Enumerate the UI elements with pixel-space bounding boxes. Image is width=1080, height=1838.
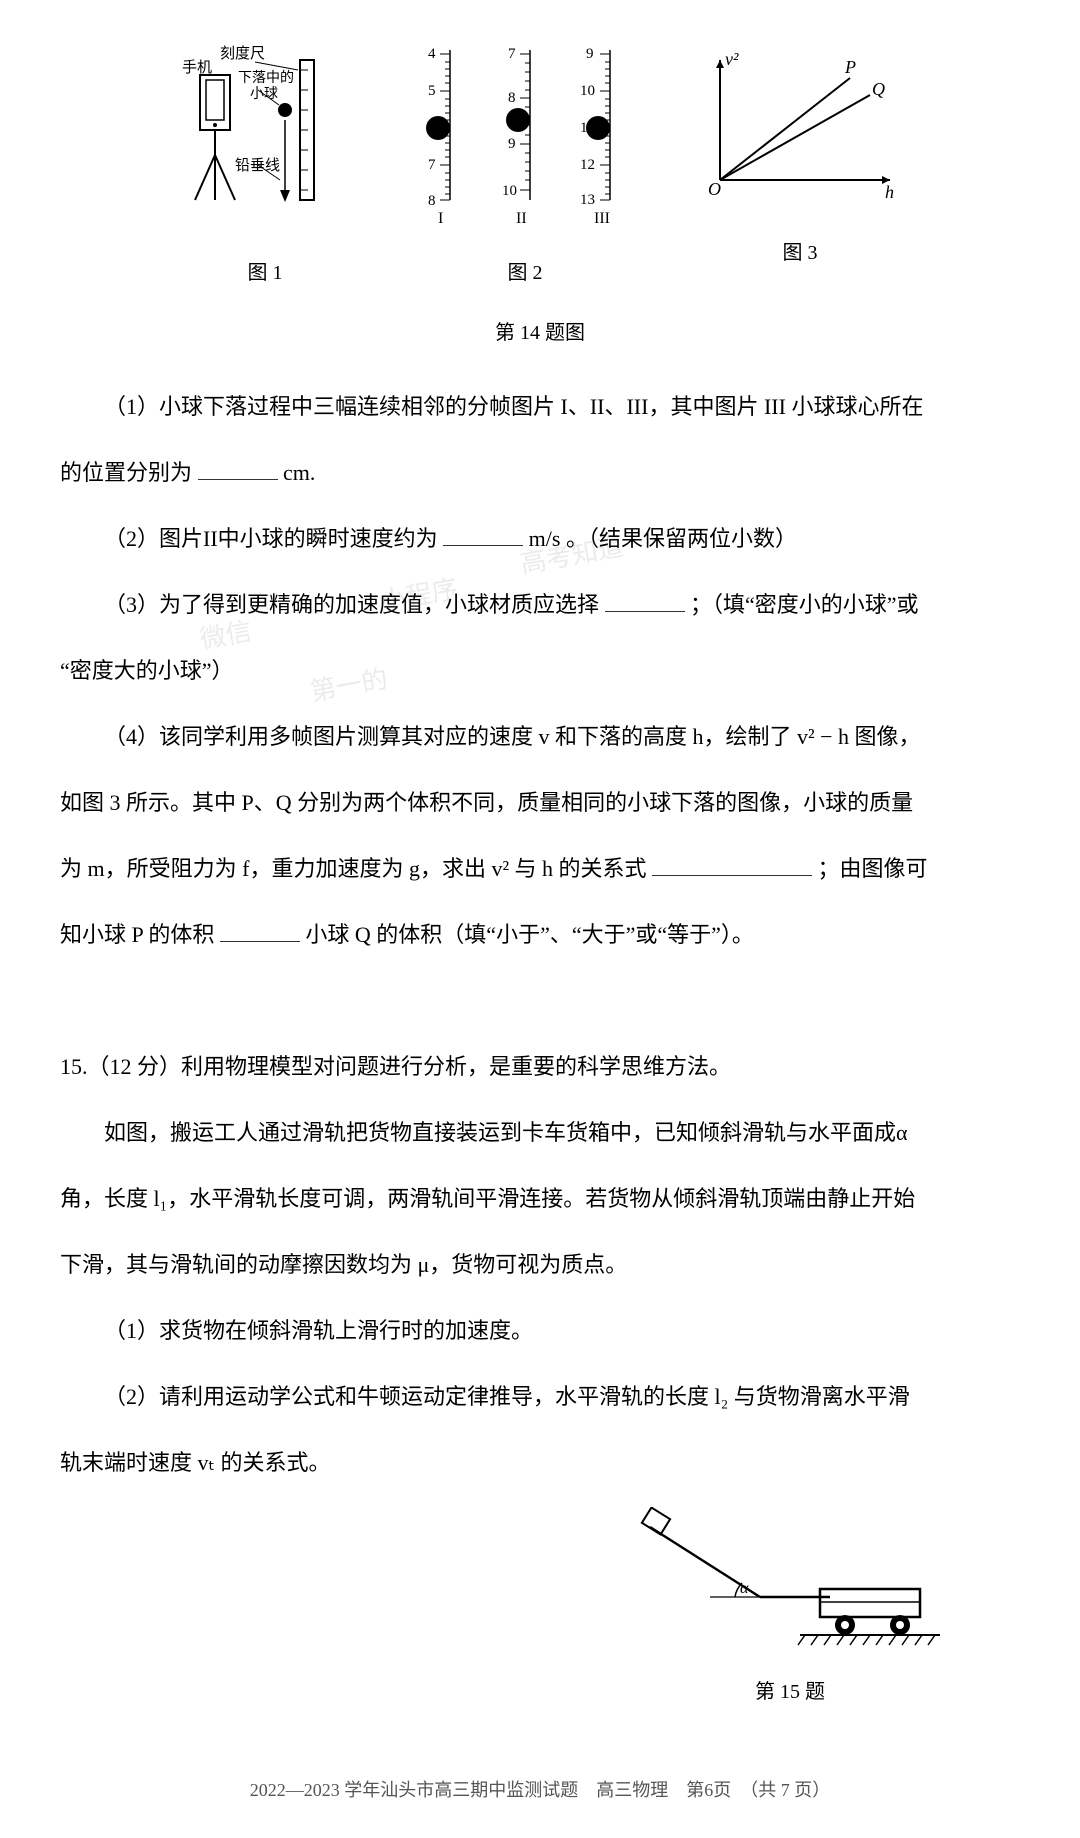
figure-3: P Q v² h O 图 3 (700, 40, 900, 293)
q14-3-line: （3）为了得到更精确的加速度值，小球材质应选择 ；（填“密度小的小球”或 (60, 583, 1020, 627)
q15-p3: 下滑，其与滑轨间的动摩擦因数均为 μ，货物可视为质点。 (60, 1243, 1020, 1287)
q14-4a: （4）该同学利用多帧图片测算其对应的速度 v 和下落的高度 h，绘制了 v² −… (60, 715, 1020, 759)
q14-3a: （3）为了得到更精确的加速度值，小球材质应选择 (104, 592, 599, 617)
blank-5 (220, 917, 300, 942)
q14-3c: “密度大的小球”） (60, 649, 1020, 693)
svg-text:α: α (740, 1580, 749, 1597)
svg-text:O: O (708, 179, 721, 199)
q14-4e: 知小球 P 的体积 (60, 922, 214, 947)
svg-text:h: h (885, 182, 894, 202)
q14-2a: （2）图片II中小球的瞬时速度约为 (104, 526, 438, 551)
q14-3b: ；（填“密度小的小球”或 (690, 592, 919, 617)
page-footer: 2022—2023 学年汕头市高三期中监测试题 高三物理 第6页 （共 7 页） (60, 1772, 1020, 1808)
figure-group-14: 刻度尺 手机 下落中的 小球 铅垂线 图 1 4 5 6 7 8 (60, 40, 1020, 293)
svg-text:9: 9 (508, 136, 516, 152)
q15-sub2a: （2）请利用运动学公式和牛顿运动定律推导，水平滑轨的长度 l₂ 与货物滑离水平滑 (60, 1375, 1020, 1419)
svg-text:下落中的: 下落中的 (238, 70, 294, 86)
q14-4c: 为 m，所受阻力为 f，重力加速度为 g，求出 v² 与 h 的关系式 (60, 856, 647, 881)
figure-q15-caption: 第 15 题 (630, 1672, 950, 1712)
figure-3-caption: 图 3 (700, 233, 900, 273)
svg-text:小球: 小球 (250, 86, 278, 102)
svg-text:10: 10 (580, 83, 595, 99)
svg-text:铅垂线: 铅垂线 (235, 157, 280, 174)
svg-text:7: 7 (428, 157, 436, 173)
q14-2b: m/s 。（结果保留两位小数） (529, 526, 797, 551)
figure-2: 4 5 6 7 8 I 7 8 9 (410, 40, 640, 293)
q15-sub2b: 轨末端时速度 vₜ 的关系式。 (60, 1441, 1020, 1485)
svg-text:II: II (516, 210, 527, 227)
svg-text:v²: v² (725, 49, 739, 69)
svg-text:I: I (438, 210, 443, 227)
svg-text:4: 4 (428, 46, 436, 62)
blank-2 (443, 521, 523, 546)
svg-text:9: 9 (586, 46, 594, 62)
figure-1: 刻度尺 手机 下落中的 小球 铅垂线 图 1 (180, 40, 350, 293)
figure-2-caption: 图 2 (410, 253, 640, 293)
q14-4cd-line: 为 m，所受阻力为 f，重力加速度为 g，求出 v² 与 h 的关系式 ；由图像… (60, 847, 1020, 891)
blank-4 (652, 851, 812, 876)
q14-4f: 小球 Q 的体积（填“小于”、“大于”或“等于”）。 (305, 922, 753, 947)
q15-head: 15.（12 分）利用物理模型对问题进行分析，是重要的科学思维方法。 (60, 1045, 1020, 1089)
q14-4d: ；由图像可 (818, 856, 928, 881)
svg-text:12: 12 (580, 157, 595, 173)
figure-block-caption: 第 14 题图 (60, 313, 1020, 353)
svg-text:刻度尺: 刻度尺 (220, 45, 265, 62)
q14-1b: 的位置分别为 (60, 460, 192, 485)
q14-1a: （1）小球下落过程中三幅连续相邻的分帧图片 I、II、III，其中图片 III … (60, 385, 1020, 429)
q14-2-line: （2）图片II中小球的瞬时速度约为 m/s 。（结果保留两位小数） (60, 517, 1020, 561)
svg-text:III: III (594, 210, 610, 227)
figure-1-caption: 图 1 (180, 253, 350, 293)
svg-text:7: 7 (508, 46, 516, 62)
q14-1b-line: 的位置分别为 cm. (60, 451, 1020, 495)
q14-1unit: cm. (283, 460, 315, 485)
blank-3 (605, 587, 685, 612)
svg-text:13: 13 (580, 192, 595, 208)
blank-1 (198, 455, 278, 480)
q15-p1: 如图，搬运工人通过滑轨把货物直接装运到卡车货箱中，已知倾斜滑轨与水平面成α (60, 1111, 1020, 1155)
q15-p2: 角，长度 l₁，水平滑轨长度可调，两滑轨间平滑连接。若货物从倾斜滑轨顶端由静止开… (60, 1177, 1020, 1221)
svg-text:8: 8 (428, 193, 436, 209)
svg-text:Q: Q (872, 79, 885, 99)
q14-4ef-line: 知小球 P 的体积 小球 Q 的体积（填“小于”、“大于”或“等于”）。 (60, 913, 1020, 957)
svg-text:10: 10 (502, 183, 517, 199)
svg-text:手机: 手机 (182, 59, 212, 76)
svg-text:P: P (844, 57, 856, 77)
q15-sub1: （1）求货物在倾斜滑轨上滑行时的加速度。 (60, 1309, 1020, 1353)
svg-text:5: 5 (428, 83, 436, 99)
q14-4b: 如图 3 所示。其中 P、Q 分别为两个体积不同，质量相同的小球下落的图像，小球… (60, 781, 1020, 825)
figure-q15: α (60, 1507, 1020, 1712)
svg-text:8: 8 (508, 90, 516, 106)
